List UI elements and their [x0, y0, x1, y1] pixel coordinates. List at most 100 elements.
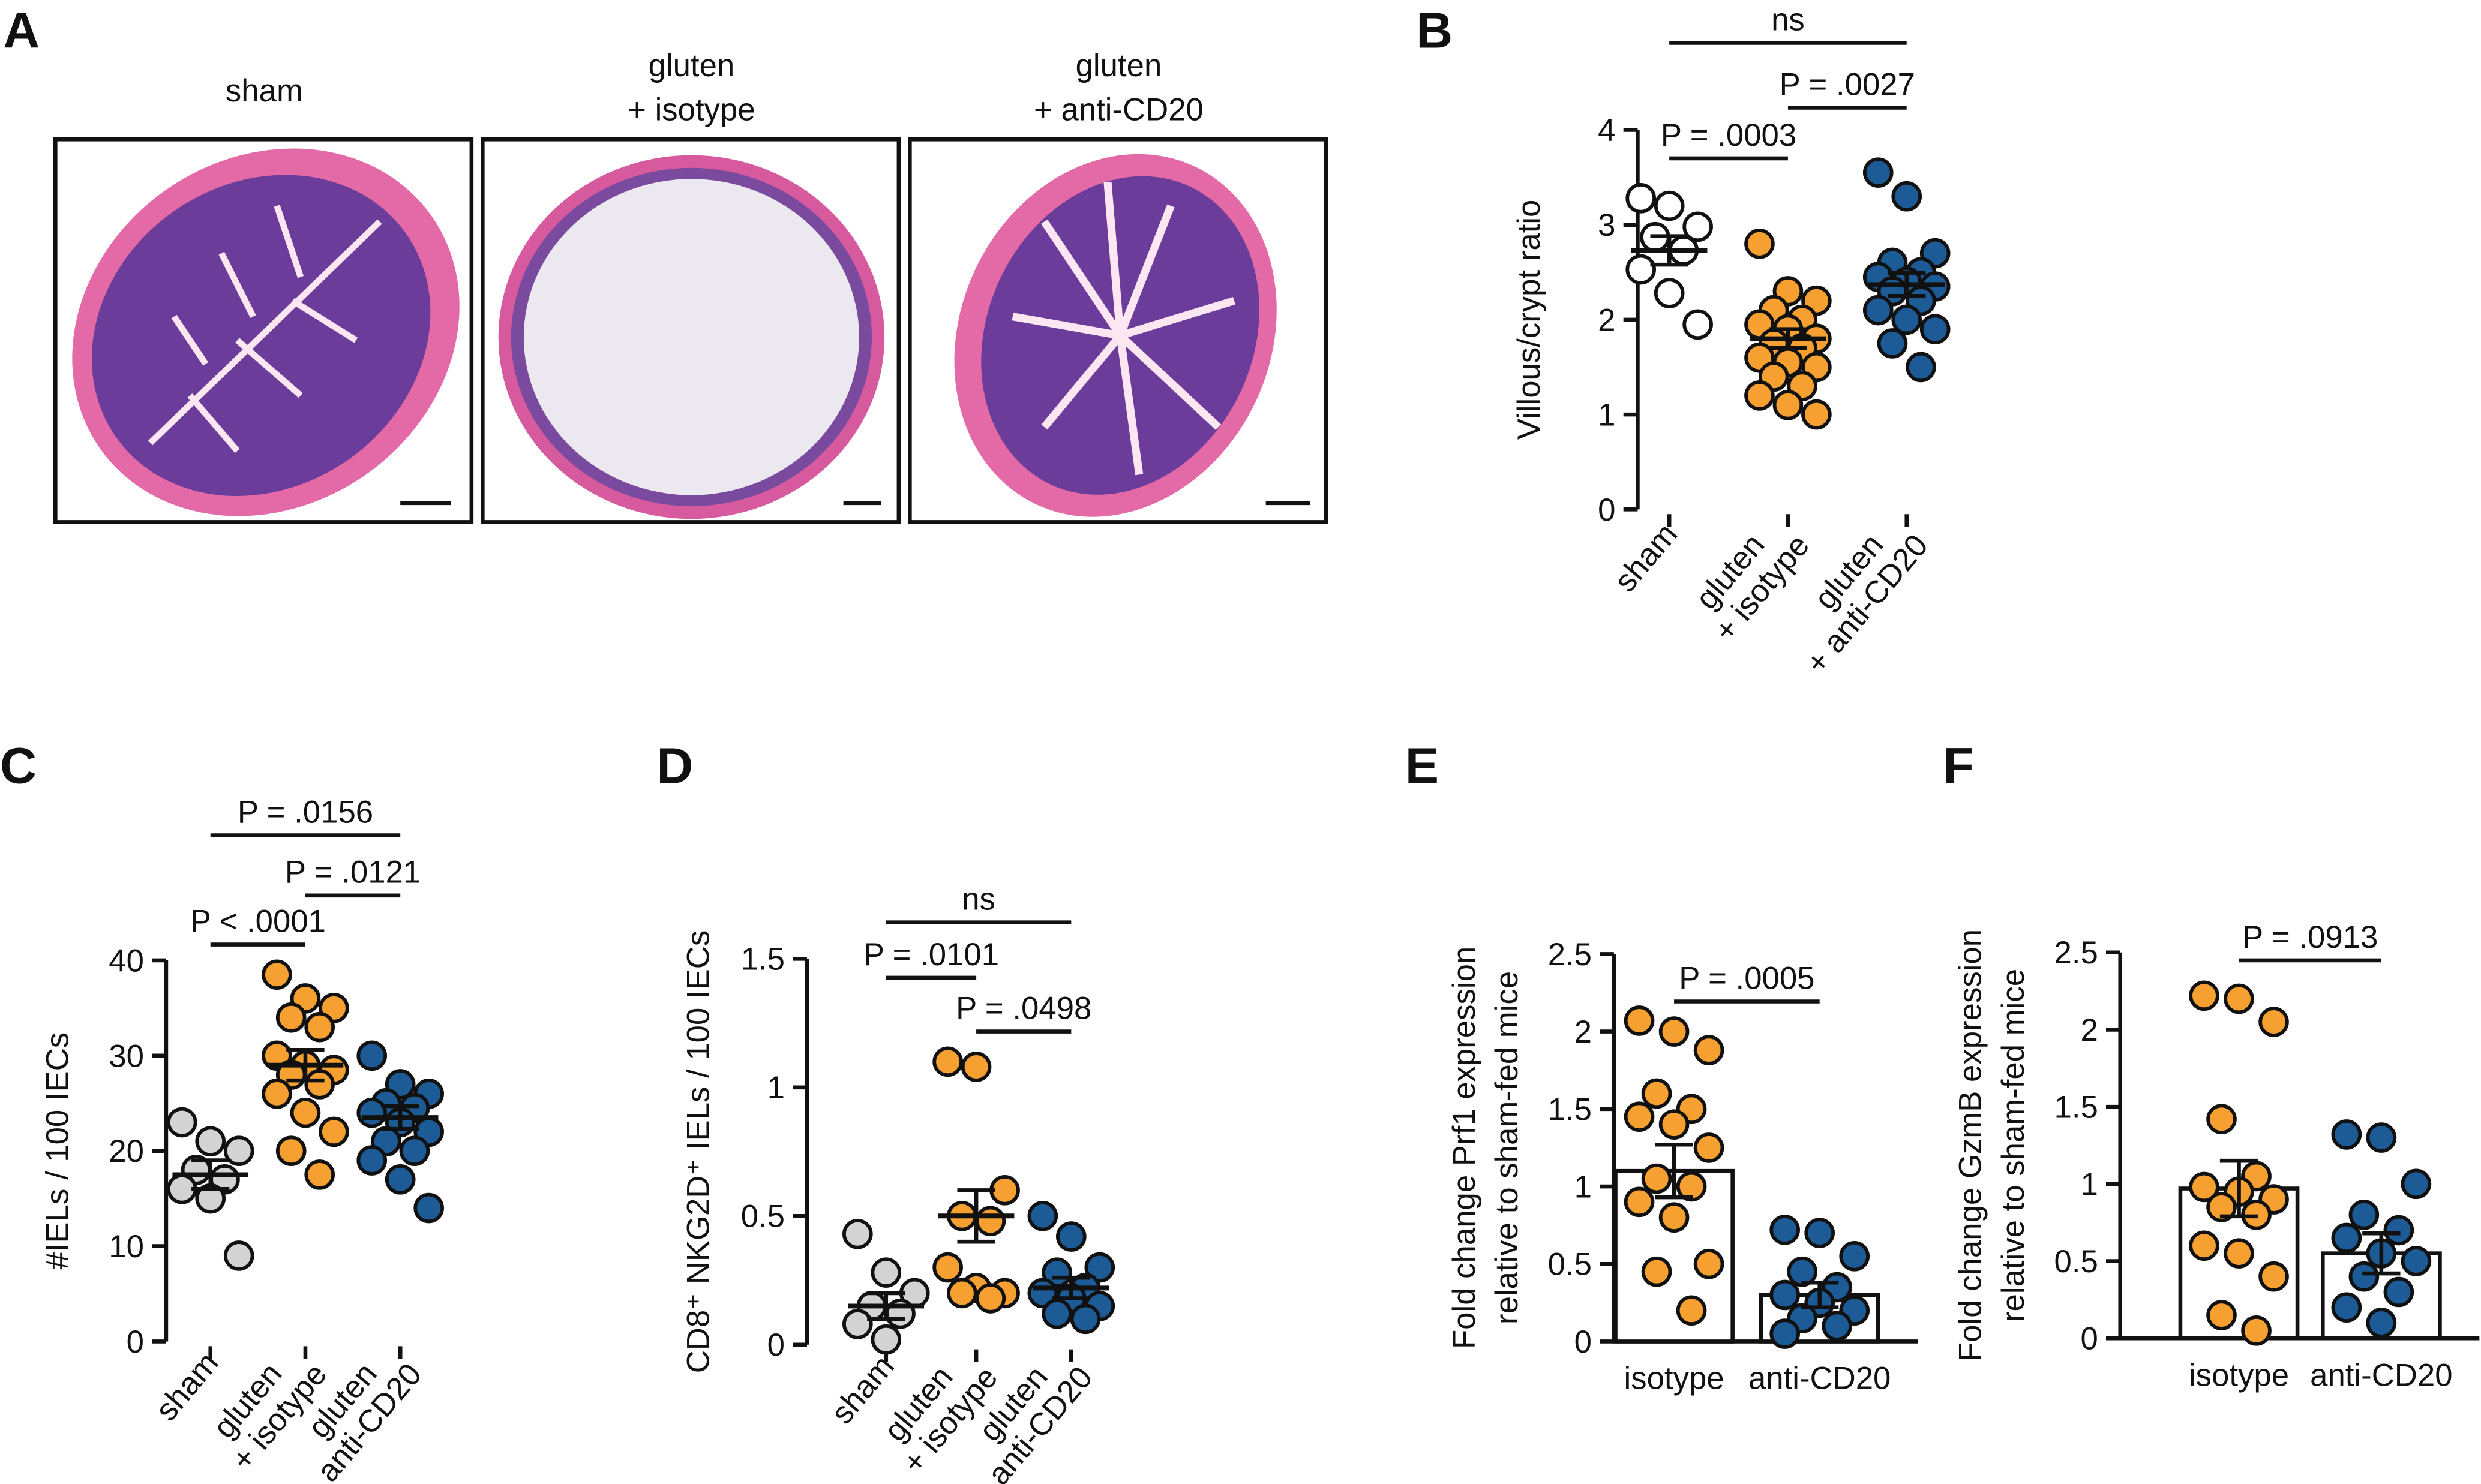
y-tick-label: 0 — [1598, 492, 1615, 528]
x-tick-label: gluten+ isotype — [1681, 506, 1816, 648]
data-point — [2224, 1238, 2254, 1269]
image-title-line: sham — [226, 73, 303, 109]
y-axis-label: Fold change Prf1 expression relative to s… — [1447, 947, 1525, 1349]
data-point — [961, 1052, 992, 1082]
y-tick-label: 1 — [2080, 1167, 2098, 1202]
error-bar — [191, 1158, 230, 1191]
data-point — [2401, 1246, 2432, 1276]
y-tick-label: 0 — [2080, 1321, 2098, 1357]
data-point — [2348, 1261, 2380, 1292]
y-tick-label: 1.5 — [741, 942, 785, 977]
error-bar — [286, 1047, 325, 1083]
data-point — [2331, 1119, 2362, 1150]
data-point — [871, 1257, 902, 1288]
data-point — [262, 959, 292, 990]
lumen — [523, 179, 859, 495]
data-point — [2366, 1308, 2397, 1338]
x-tick-label-line: anti-CD20 — [1748, 1361, 1891, 1396]
x-tick-label: isotype — [2189, 1357, 2289, 1393]
data-point — [1693, 1132, 1724, 1163]
image-title-line: gluten — [1076, 48, 1162, 83]
data-point — [2348, 1199, 2380, 1230]
data-point — [356, 1145, 388, 1176]
y-axis-label-line: #IELs / 100 IECs — [40, 1032, 75, 1270]
data-point — [1654, 278, 1685, 308]
y-tick-label: 1.5 — [1548, 1092, 1592, 1127]
y-axis-label-line: Villous/crypt ratio — [1511, 200, 1547, 440]
data-point — [223, 1135, 254, 1167]
error-bar — [1769, 327, 1807, 350]
y-axis-label-line: CD8⁺ NKG2D⁺ IELs / 100 IECs — [680, 930, 716, 1374]
image-title-line: gluten — [649, 48, 735, 83]
data-point — [975, 1283, 1006, 1314]
data-point — [2241, 1315, 2272, 1346]
data-point — [2189, 1171, 2219, 1203]
data-point — [1676, 1171, 1707, 1202]
data-point — [304, 1159, 335, 1190]
data-point — [2383, 1215, 2414, 1246]
panel-letter: D — [656, 738, 693, 794]
significance-label: P = .0498 — [956, 990, 1091, 1026]
error-bar — [867, 1291, 905, 1321]
data-point — [1877, 328, 1908, 359]
data-point — [1654, 190, 1685, 221]
data-point — [2189, 980, 2219, 1011]
data-point — [1027, 1200, 1058, 1231]
panel-letter: A — [3, 2, 40, 58]
data-point — [2331, 1222, 2362, 1254]
image-title: gluten + anti-CD20 — [1034, 48, 1204, 128]
y-tick-label: 1 — [1598, 398, 1615, 433]
data-point — [356, 1097, 388, 1128]
data-point — [1744, 380, 1775, 411]
significance-label: P = .0121 — [285, 855, 421, 890]
data-point — [842, 1309, 873, 1339]
y-axis-label: #IELs / 100 IECs — [40, 1032, 75, 1270]
data-point — [1919, 314, 1951, 345]
data-point — [1693, 1248, 1724, 1279]
data-point — [1744, 228, 1775, 259]
error-bar — [1801, 1280, 1839, 1309]
x-tick-label-line: isotype — [1624, 1361, 1724, 1396]
panel-letter: F — [1943, 738, 1974, 794]
data-point — [1862, 157, 1894, 188]
data-point — [932, 1046, 963, 1077]
data-point — [2258, 1261, 2289, 1292]
significance-label: P < .0001 — [190, 903, 326, 939]
data-point — [413, 1192, 444, 1224]
y-tick-label: 2 — [2080, 1013, 2098, 1048]
data-point — [2224, 983, 2254, 1014]
x-tick-label-line: sham — [1607, 516, 1684, 599]
data-point — [1084, 1252, 1115, 1283]
data-point — [385, 1164, 416, 1195]
y-tick-label: 1 — [767, 1070, 785, 1106]
y-tick-label: 0.5 — [741, 1199, 785, 1234]
data-point — [1676, 1295, 1707, 1326]
data-point — [304, 1069, 335, 1100]
data-point — [223, 1240, 254, 1271]
data-point — [304, 1011, 335, 1043]
data-point — [1769, 1318, 1800, 1349]
data-point — [2189, 1230, 2219, 1261]
villi — [148, 205, 382, 453]
error-bar — [1888, 271, 1926, 298]
y-tick-label: 30 — [109, 1038, 144, 1074]
error-bar — [2219, 1158, 2258, 1219]
data-point — [262, 1079, 292, 1109]
data-point — [166, 1107, 197, 1138]
data-point — [275, 1002, 307, 1033]
data-point — [932, 1252, 963, 1283]
y-axis-label-line: Fold change GzmB expression — [1953, 929, 1988, 1362]
data-point — [989, 1175, 1020, 1206]
y-tick-label: 0 — [127, 1324, 144, 1360]
data-point — [1772, 389, 1804, 420]
data-point — [2331, 1292, 2362, 1323]
y-axis-label: Villous/crypt ratio — [1511, 200, 1547, 440]
data-point — [1682, 211, 1713, 242]
y-tick-label: 20 — [109, 1134, 144, 1169]
data-point — [1891, 304, 1922, 335]
y-tick-label: 2.5 — [2054, 935, 2098, 971]
y-axis-label: Fold change GzmB expression relative to s… — [1953, 929, 2031, 1362]
error-bar — [957, 1188, 995, 1244]
data-point — [399, 1135, 430, 1167]
